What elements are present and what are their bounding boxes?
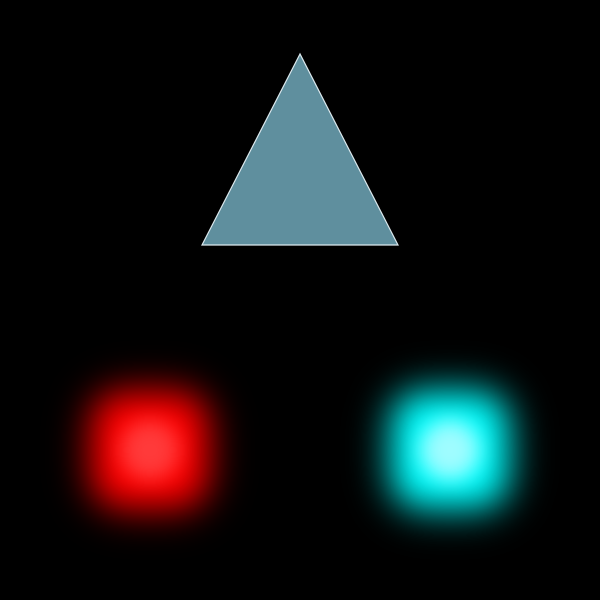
red-glow-core (120, 420, 180, 480)
triangle-icon[interactable] (201, 52, 399, 246)
cyan-glow-core (420, 420, 480, 480)
